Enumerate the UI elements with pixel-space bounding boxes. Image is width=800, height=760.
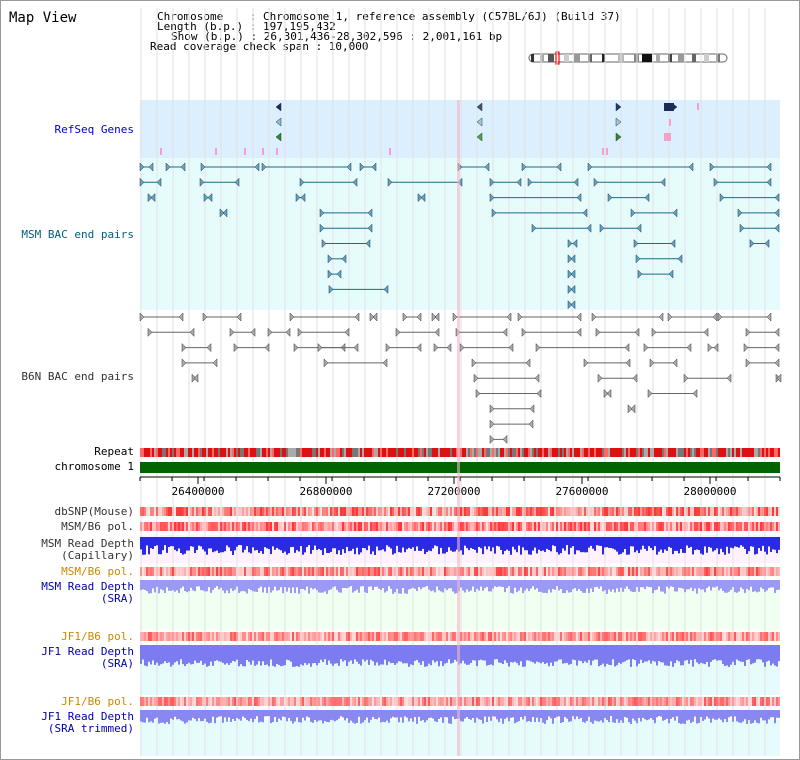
label-jf1-read-depth-sra[interactable]: JF1 Read Depth xyxy=(41,645,134,658)
msm-bac-end-pairs-track xyxy=(139,162,780,310)
b6n-bac-end-pairs-track xyxy=(139,312,782,445)
refseq-genes-track xyxy=(160,102,699,155)
label-msm-read-depth-sra[interactable]: MSM Read Depth xyxy=(41,580,134,593)
label-sra-trimmed-suffix: (SRA trimmed) xyxy=(47,722,134,735)
label-jf1-b6-pol-sra[interactable]: JF1/B6 pol. xyxy=(61,630,134,643)
axis-tick-label: 27200000 xyxy=(428,485,481,498)
cursor-line xyxy=(457,100,460,756)
polymorphism-heat-tracks xyxy=(140,507,780,706)
view-title: Map View xyxy=(9,10,77,26)
axis-tick-label: 26800000 xyxy=(300,485,353,498)
label-capillary-suffix: (Capillary) xyxy=(61,549,134,562)
label-jf1-read-depth-trimmed[interactable]: JF1 Read Depth xyxy=(41,710,134,723)
label-msm-read-depth-capillary[interactable]: MSM Read Depth xyxy=(41,537,134,550)
label-jf1-b6-pol-trimmed[interactable]: JF1/B6 pol. xyxy=(61,695,134,708)
label-jf1-sra-suffix: (SRA) xyxy=(100,657,134,670)
axis-tick-label: 28000000 xyxy=(684,485,737,498)
read-depth-tracks xyxy=(140,537,780,724)
label-b6n-bac-end-pairs[interactable]: B6N BAC end pairs xyxy=(21,370,134,383)
axis-tick-label: 26400000 xyxy=(172,485,225,498)
label-sra-suffix: (SRA) xyxy=(100,592,134,605)
label-msm-b6-pol-sra[interactable]: MSM/B6 pol. xyxy=(61,565,134,578)
label-msm-bac-end-pairs[interactable]: MSM BAC end pairs xyxy=(21,228,134,241)
label-refseq-genes[interactable]: RefSeq Genes xyxy=(54,123,134,136)
label-dbsnp[interactable]: dbSNP(Mouse) xyxy=(54,505,134,518)
label-chromosome[interactable]: chromosome 1 xyxy=(54,460,134,473)
label-repeat[interactable]: Repeat xyxy=(94,445,134,458)
label-msm-b6-pol-capillary[interactable]: MSM/B6 pol. xyxy=(61,520,134,533)
axis-tick-label: 27600000 xyxy=(556,485,609,498)
